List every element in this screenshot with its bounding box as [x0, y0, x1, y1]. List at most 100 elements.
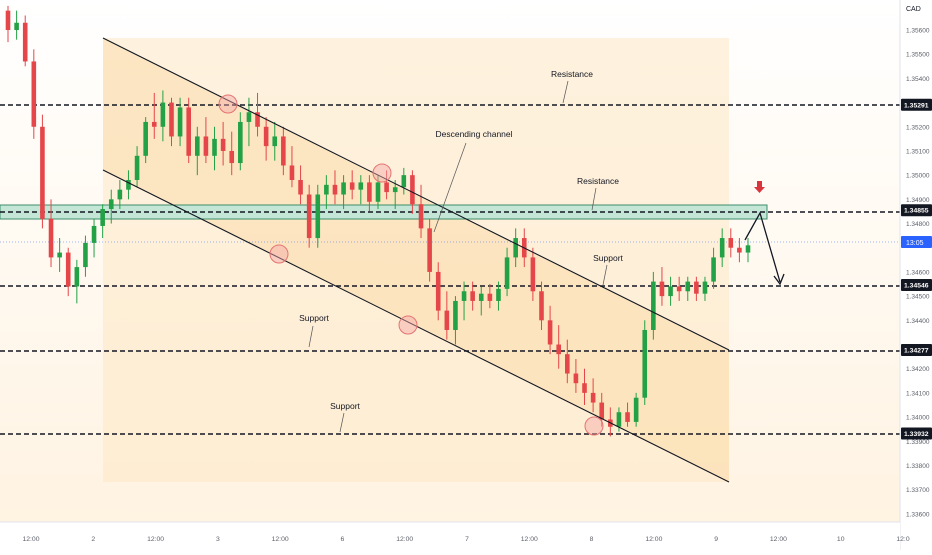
- candle-body: [745, 245, 751, 253]
- candle: [306, 184, 312, 248]
- candle-body: [151, 121, 157, 127]
- candle: [203, 117, 209, 164]
- candle-body: [530, 257, 536, 292]
- candle-body: [341, 182, 346, 195]
- candle: [401, 167, 407, 195]
- annotation-resistance-top: Resistance: [551, 69, 593, 79]
- candle-body: [324, 184, 329, 195]
- candle: [160, 90, 166, 142]
- candle: [177, 97, 183, 147]
- candle-body: [453, 300, 458, 330]
- candle: [358, 175, 364, 205]
- candle: [289, 146, 295, 188]
- channel-upper-line[interactable]: [102, 37, 730, 351]
- candle: [651, 271, 656, 340]
- candle-body: [186, 107, 191, 156]
- candle: [461, 281, 467, 321]
- y-tick-label: 1.33600: [906, 511, 930, 518]
- candle-body: [332, 184, 338, 195]
- candle-body: [177, 107, 183, 137]
- annotation-support-channel: Support: [593, 253, 623, 263]
- candle: [108, 189, 114, 224]
- candle-body: [384, 182, 389, 193]
- candle: [238, 112, 243, 171]
- candles: [5, 5, 751, 437]
- candle: [702, 276, 708, 301]
- annotation-support-low: Support: [330, 401, 360, 411]
- candle-body: [134, 155, 140, 180]
- candle-body: [410, 175, 415, 205]
- candle: [711, 247, 716, 289]
- candle: [728, 228, 734, 258]
- y-tick-label: 1.34000: [906, 415, 930, 422]
- candle-body: [737, 247, 742, 253]
- y-tick-label: 1.34600: [906, 269, 930, 276]
- channel-lower-line[interactable]: [102, 169, 730, 483]
- candle-body: [160, 102, 166, 127]
- projection-arrowhead: [773, 273, 785, 286]
- y-tick-label: 1.35100: [906, 148, 930, 155]
- y-tick-label: 1.34800: [906, 221, 930, 228]
- candle: [685, 276, 691, 301]
- candle-body: [367, 182, 372, 202]
- candle: [341, 175, 346, 210]
- annotation-descending-channel: Descending channel: [435, 129, 512, 139]
- annotation-pointer: [602, 264, 608, 286]
- candle-body: [513, 238, 518, 258]
- time-axis[interactable]: [0, 522, 900, 550]
- y-tick-label: 1.33700: [906, 487, 930, 494]
- price-axis[interactable]: [900, 0, 932, 550]
- candle: [676, 276, 682, 301]
- y-tick-label: 1.34200: [906, 366, 930, 373]
- level-tags: 1.35291 1.34855 1.34546 1.34277 1.33932: [901, 98, 932, 440]
- annotation-pointer: [339, 412, 345, 433]
- candle-body: [392, 187, 398, 193]
- candle-body: [616, 412, 622, 427]
- candle-body: [22, 22, 28, 62]
- y-ticks: 1.35600 1.35500 1.35400 1.35200 1.35100 1.350…: [906, 28, 930, 519]
- candle-body: [126, 179, 131, 190]
- candle: [453, 296, 458, 345]
- candle-body: [91, 225, 97, 243]
- candle-body: [48, 218, 54, 258]
- candle: [324, 175, 329, 210]
- x-tick-label: 12:00: [22, 536, 39, 543]
- candle: [22, 15, 28, 67]
- candle-body: [14, 22, 19, 31]
- candle-body: [143, 121, 148, 156]
- candle-body: [74, 267, 80, 287]
- candle: [659, 267, 665, 306]
- candle: [272, 121, 278, 161]
- candle: [633, 392, 639, 427]
- x-tick-label: 12:00: [521, 536, 538, 543]
- candle: [590, 378, 596, 413]
- candle-body: [461, 291, 467, 301]
- y-tick-label: 1.33900: [906, 439, 930, 446]
- candle: [745, 238, 751, 263]
- x-tick-label: 6: [341, 536, 345, 543]
- candle-body: [375, 182, 381, 202]
- candle: [315, 184, 321, 248]
- projection-box: [103, 38, 729, 482]
- annotation-pointer: [562, 80, 569, 104]
- y-tick-label: 1.34100: [906, 390, 930, 397]
- x-tick-label: 12:00: [272, 536, 289, 543]
- y-tick-label: 1.34900: [906, 197, 930, 204]
- candle-body: [470, 291, 475, 301]
- candle-body: [203, 136, 209, 156]
- candle-body: [298, 179, 303, 195]
- candle-body: [238, 121, 243, 164]
- candle-body: [633, 397, 639, 422]
- candle-body: [496, 288, 501, 301]
- candle-body: [5, 10, 11, 31]
- candle-body: [272, 136, 278, 147]
- candle-body: [642, 329, 648, 398]
- candle: [496, 281, 501, 311]
- candle-body: [728, 238, 734, 248]
- candle: [565, 339, 570, 384]
- y-tick-label: 1.35500: [906, 52, 930, 59]
- y-tick-label: 1.35200: [906, 124, 930, 131]
- touch-circle: [584, 416, 604, 436]
- annotation-pointer: [433, 142, 467, 233]
